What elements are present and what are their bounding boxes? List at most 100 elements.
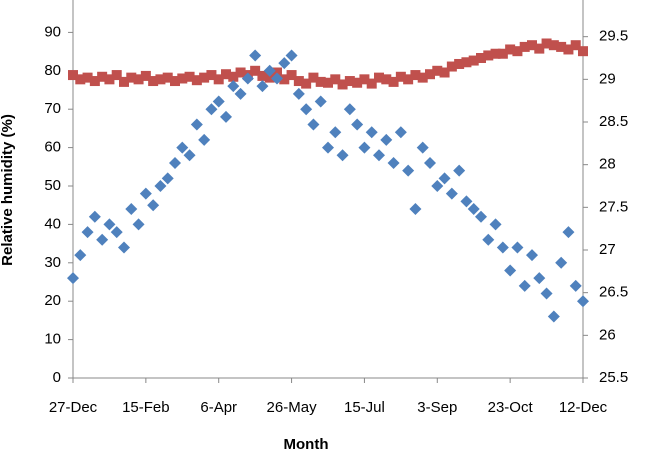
- point: [410, 70, 421, 81]
- point: [190, 118, 203, 131]
- point: [366, 78, 377, 89]
- point: [82, 72, 93, 83]
- point: [220, 110, 232, 123]
- point: [118, 241, 130, 254]
- point: [227, 80, 240, 93]
- point: [395, 71, 406, 82]
- point: [177, 73, 188, 84]
- point: [162, 72, 173, 83]
- point: [425, 69, 435, 80]
- point: [409, 203, 422, 216]
- point: [133, 74, 144, 85]
- y2-tick-label: 28: [599, 156, 616, 173]
- point: [548, 40, 559, 51]
- y-tick-label: 20: [44, 292, 61, 309]
- point: [140, 70, 151, 81]
- point: [578, 46, 588, 57]
- point: [446, 61, 457, 72]
- point: [234, 87, 247, 100]
- point: [468, 55, 479, 66]
- point: [228, 71, 239, 82]
- point: [569, 279, 582, 292]
- point: [570, 40, 581, 51]
- point: [358, 141, 371, 154]
- point: [323, 77, 333, 88]
- point: [526, 249, 538, 262]
- point: [111, 70, 122, 81]
- point: [330, 74, 341, 85]
- point: [119, 76, 129, 87]
- point: [125, 203, 138, 216]
- point: [307, 118, 320, 131]
- point: [132, 218, 145, 231]
- point: [292, 87, 305, 100]
- point: [271, 72, 283, 85]
- point: [541, 38, 552, 49]
- point: [205, 103, 218, 116]
- point: [439, 67, 450, 78]
- point: [206, 70, 217, 81]
- point: [198, 133, 211, 146]
- point: [314, 95, 327, 108]
- y-tick-label: 30: [44, 254, 61, 271]
- y2-tick-label: 30: [599, 0, 616, 2]
- y-axis-label: Relative humidity (%): [0, 114, 16, 266]
- point: [534, 43, 545, 54]
- x-tick-label: 26-May: [267, 399, 318, 416]
- point: [563, 44, 574, 55]
- point: [301, 78, 312, 89]
- point: [467, 203, 480, 216]
- point: [68, 70, 78, 81]
- point: [394, 126, 407, 139]
- point: [519, 41, 530, 52]
- point: [432, 65, 443, 76]
- point: [212, 95, 225, 108]
- point: [88, 210, 101, 223]
- point: [460, 195, 473, 208]
- point: [170, 76, 180, 87]
- point: [257, 70, 268, 81]
- x-axis-label: Month: [284, 436, 329, 450]
- point: [336, 149, 349, 162]
- y-tick-label: 80: [44, 62, 61, 79]
- point: [250, 65, 261, 76]
- point: [483, 50, 494, 61]
- point: [103, 218, 116, 231]
- point: [96, 233, 109, 246]
- point: [329, 126, 342, 139]
- point: [139, 187, 152, 200]
- y2-tick-label: 25.5: [599, 369, 628, 386]
- x-tick-label: 15-Feb: [122, 399, 170, 416]
- point: [562, 226, 575, 239]
- point: [263, 64, 276, 77]
- point: [403, 74, 414, 85]
- point: [256, 80, 269, 93]
- point: [461, 57, 472, 68]
- point: [497, 48, 508, 59]
- point: [148, 76, 159, 87]
- point: [249, 49, 262, 62]
- point: [518, 279, 531, 292]
- y-tick-label: 60: [44, 139, 61, 156]
- point: [155, 74, 166, 85]
- point: [555, 256, 568, 269]
- point: [512, 46, 523, 57]
- point: [445, 187, 458, 200]
- point: [344, 76, 355, 87]
- point: [221, 69, 231, 80]
- point: [147, 199, 160, 212]
- point: [308, 72, 319, 83]
- point: [104, 74, 115, 85]
- point: [424, 156, 436, 169]
- point: [235, 67, 246, 78]
- point: [387, 156, 400, 169]
- point: [511, 241, 524, 254]
- point: [527, 40, 537, 51]
- x-tick-label: 3-Sep: [417, 399, 457, 416]
- point: [322, 141, 334, 154]
- point: [264, 72, 275, 83]
- x-tick-label: 27-Dec: [49, 399, 98, 416]
- point: [489, 218, 502, 231]
- point: [365, 126, 378, 139]
- point: [184, 71, 195, 82]
